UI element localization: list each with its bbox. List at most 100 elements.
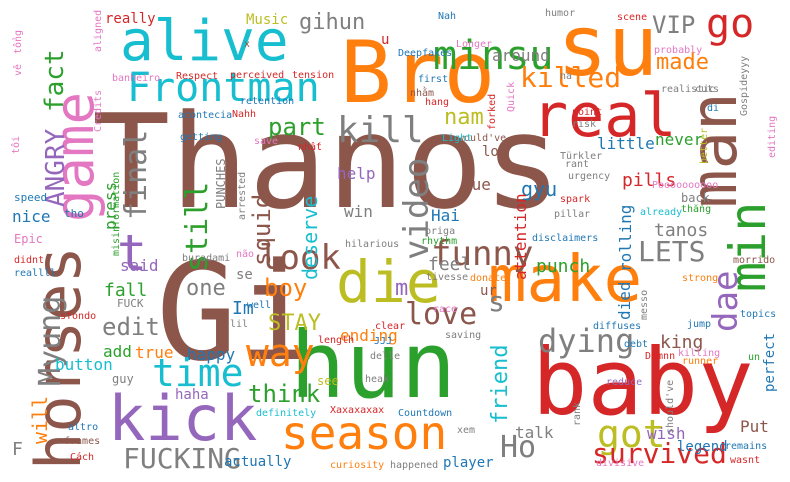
word: Que: [462, 175, 491, 194]
word: tension: [292, 70, 335, 81]
word: perfect: [762, 332, 778, 392]
word: reduce: [606, 377, 643, 388]
word: said: [120, 256, 159, 275]
word: rolling: [616, 204, 635, 272]
word: happy: [187, 345, 236, 364]
word: ending: [340, 326, 398, 345]
word: killed: [520, 61, 622, 94]
word: one: [186, 276, 226, 301]
word: feel: [428, 254, 472, 275]
word: gyu: [521, 177, 558, 201]
word: speed: [14, 191, 48, 204]
word: Respect: [176, 71, 219, 82]
word: haha: [175, 387, 209, 403]
word: FUCK: [117, 297, 144, 310]
word: na: [560, 71, 573, 82]
word: não: [236, 249, 255, 260]
word: definitely: [256, 408, 317, 419]
word: save: [254, 136, 279, 147]
word: Credits: [93, 89, 104, 132]
word: wish: [647, 424, 686, 443]
word: cuts: [695, 84, 720, 95]
word: debt: [624, 339, 649, 350]
word: rhythm: [421, 236, 458, 247]
word: xem: [457, 425, 476, 436]
word: delle: [370, 351, 401, 362]
word: curiosity: [330, 460, 385, 471]
word: go: [706, 1, 755, 47]
word: friend: [488, 344, 513, 424]
word: buradami: [182, 253, 231, 264]
word: messo: [639, 289, 650, 320]
word: acontecia: [178, 110, 233, 121]
word: frames: [64, 436, 101, 447]
word: se: [236, 267, 253, 283]
word: kick: [108, 382, 258, 455]
word: sfondo: [60, 311, 97, 322]
word: attention: [511, 193, 530, 280]
word: risk: [572, 119, 597, 130]
word: altro: [68, 422, 99, 433]
word: survived: [592, 437, 727, 470]
word: king: [660, 332, 704, 353]
word: see: [317, 374, 339, 388]
word: Damnn: [645, 351, 676, 362]
word: donate: [470, 273, 507, 284]
word: fact: [40, 49, 70, 112]
word: true: [135, 343, 174, 362]
word: remains: [725, 441, 768, 452]
word: hilarious: [345, 239, 400, 250]
word: arrested: [237, 171, 248, 220]
word: Im: [232, 298, 254, 319]
word: tôi: [11, 135, 22, 154]
word: thắng: [681, 204, 712, 215]
word: clear: [375, 321, 406, 332]
word: look: [259, 238, 341, 278]
word: made: [656, 50, 709, 75]
word: Light: [442, 133, 473, 144]
word: Deepfakes: [398, 48, 453, 59]
word: Nahh: [232, 109, 257, 120]
word: hun: [290, 312, 457, 419]
word: banheiro: [112, 73, 161, 84]
word: really: [105, 11, 156, 27]
word: should've: [665, 379, 676, 434]
word: around: [492, 46, 550, 65]
word: Cách: [70, 452, 95, 463]
word: Countdown: [398, 408, 453, 419]
word: kill: [337, 110, 424, 151]
word: forked: [487, 93, 498, 130]
word: realistic: [661, 84, 716, 95]
word: rank: [572, 401, 583, 426]
word: button: [55, 355, 113, 374]
word: jump: [687, 319, 712, 330]
word: would've: [458, 133, 507, 144]
word: Gospideyyy: [739, 55, 750, 116]
word: Poooooooooo: [652, 180, 719, 191]
word: talk: [515, 423, 554, 442]
word: VIP: [652, 11, 696, 39]
word: saving: [445, 330, 482, 341]
word: deserve: [298, 195, 322, 280]
word: Hai: [431, 206, 460, 225]
word: m: [395, 276, 409, 301]
word: JJJ: [374, 336, 393, 347]
word: topics: [740, 309, 777, 320]
word: pillar: [554, 209, 591, 220]
word: disclaimers: [532, 233, 599, 244]
word: su: [557, 0, 659, 95]
word: way: [246, 331, 315, 375]
word: runner: [682, 356, 719, 367]
word: aligned: [93, 9, 104, 52]
word: Bro: [340, 23, 496, 123]
word: tho: [64, 207, 84, 220]
word: make: [488, 243, 643, 317]
word: Thanos: [92, 86, 562, 238]
word: x: [244, 39, 251, 50]
word: scene: [617, 12, 648, 23]
word: gihun: [299, 10, 366, 35]
word: edit: [102, 313, 160, 341]
word: didnt: [14, 255, 45, 266]
word: never: [655, 130, 704, 149]
word: actually: [224, 454, 292, 470]
